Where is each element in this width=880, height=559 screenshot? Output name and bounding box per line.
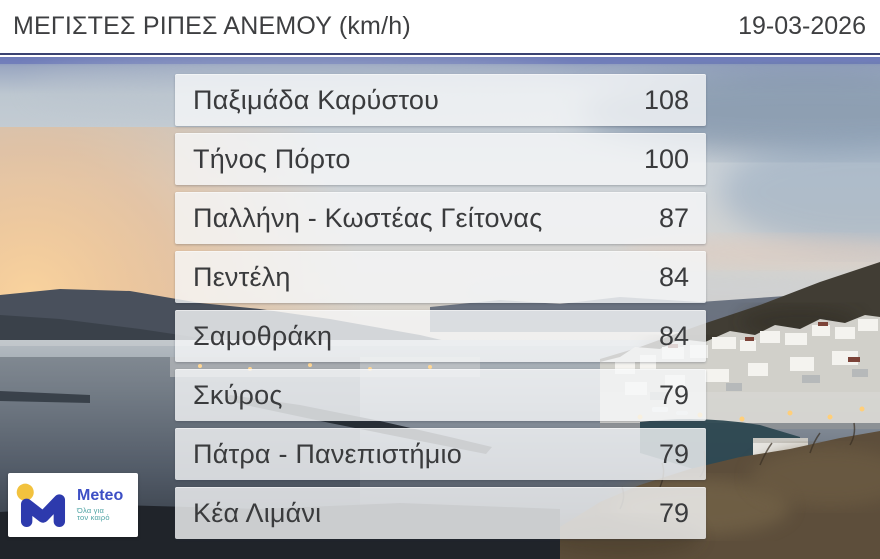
logo-tagline-line1: Όλα για — [77, 505, 105, 515]
table-row: Παξιμάδα Καρύστου 108 — [175, 74, 706, 126]
meteo-m-icon — [16, 483, 66, 528]
header-date: 19-03-2026 — [738, 12, 866, 40]
gust-value: 87 — [658, 202, 689, 233]
logo-tagline-line2: τον καιρό — [77, 513, 110, 523]
gust-value: 100 — [643, 143, 689, 174]
gust-value: 84 — [658, 261, 689, 292]
station-name: Σκύρος — [193, 379, 283, 410]
gust-value: 108 — [643, 84, 689, 115]
table-row: Πεντέλη 84 — [175, 251, 706, 303]
table-row: Κέα Λιμάνι 79 — [175, 487, 706, 539]
table-row: Σκύρος 79 — [175, 369, 706, 421]
gust-table: Παξιμάδα Καρύστου 108 Τήνος Πόρτο 100 Πα… — [175, 74, 706, 546]
page-title: ΜΕΓΙΣΤΕΣ ΡΙΠΕΣ ΑΝΕΜΟΥ (km/h) — [13, 12, 411, 40]
sun-icon — [16, 483, 34, 501]
station-name: Πεντέλη — [193, 261, 291, 292]
logo-text: Meteo Όλα για τον καιρό — [77, 486, 124, 523]
station-name: Παξιμάδα Καρύστου — [193, 84, 440, 115]
gust-value: 79 — [658, 438, 689, 469]
gust-value: 84 — [658, 320, 689, 351]
station-name: Παλλήνη - Κωστέας Γείτονας — [193, 202, 543, 233]
logo-brand: Meteo — [77, 486, 124, 504]
station-name: Πάτρα - Πανεπιστήμιο — [193, 438, 462, 469]
header-bar: ΜΕΓΙΣΤΕΣ ΡΙΠΕΣ ΑΝΕΜΟΥ (km/h) 19-03-2026 — [0, 0, 880, 55]
meteo-logo: Meteo Όλα για τον καιρό — [8, 473, 138, 537]
gust-value: 79 — [658, 497, 689, 528]
table-row: Πάτρα - Πανεπιστήμιο 79 — [175, 428, 706, 480]
gust-value: 79 — [658, 379, 689, 410]
table-row: Σαμοθράκη 84 — [175, 310, 706, 362]
table-row: Παλλήνη - Κωστέας Γείτονας 87 — [175, 192, 706, 244]
station-name: Τήνος Πόρτο — [193, 143, 351, 174]
table-row: Τήνος Πόρτο 100 — [175, 133, 706, 185]
station-name: Κέα Λιμάνι — [193, 497, 322, 528]
station-name: Σαμοθράκη — [193, 320, 333, 351]
